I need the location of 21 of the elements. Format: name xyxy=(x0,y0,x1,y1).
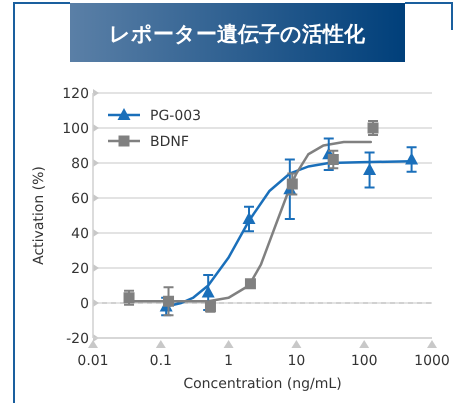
y-tick-label: 120 xyxy=(62,86,89,102)
y-tick-label: 0 xyxy=(80,296,89,312)
x-axis-title: Concentration (ng/mL) xyxy=(183,376,342,392)
y-tick-label: -20 xyxy=(66,331,89,347)
legend-label: PG-003 xyxy=(150,108,202,124)
y-tick-label: 80 xyxy=(71,156,89,172)
x-tick-label: 0.1 xyxy=(150,353,172,369)
legend-label: BDNF xyxy=(150,134,189,150)
y-tick-label: 40 xyxy=(71,226,89,242)
y-axis-title: Activation (%) xyxy=(31,166,47,265)
legend-item: BDNF xyxy=(108,134,189,150)
y-tick-label: 20 xyxy=(71,261,89,277)
y-tick-label: 60 xyxy=(71,191,89,207)
x-tick-label: 10 xyxy=(287,353,306,369)
chart-title: レポーター遺伝子の活性化 xyxy=(109,22,366,46)
x-tick-label: 100 xyxy=(350,353,378,369)
x-tick-label: 1 xyxy=(224,353,234,369)
legend-item: PG-003 xyxy=(108,108,202,124)
y-tick-label: 100 xyxy=(62,121,89,137)
x-tick-label: 1000 xyxy=(414,353,450,369)
x-tick-label: 0.01 xyxy=(77,353,109,369)
